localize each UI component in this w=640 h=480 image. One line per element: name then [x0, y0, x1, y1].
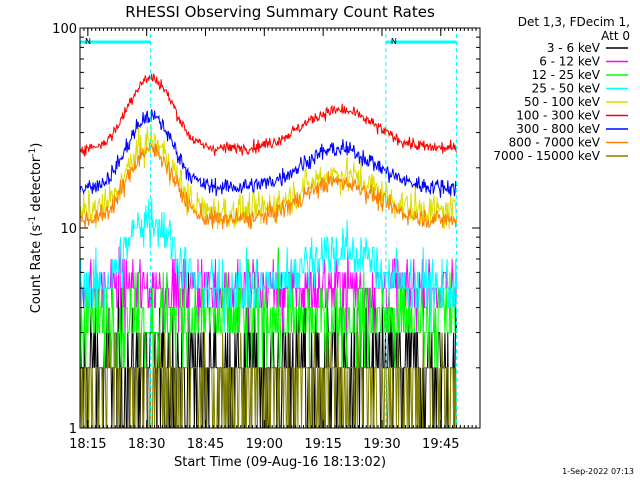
legend-label: 300 - 800 keV [516, 122, 600, 136]
axes: 1 10 100 18:15 18:30 18:45 19:00 19:15 19:30 19:4… [52, 22, 481, 452]
y-tick-label: 1 [69, 422, 77, 437]
footer-timestamp: 1-Sep-2022 07:13 [562, 467, 634, 476]
y-tick-label: 100 [52, 22, 77, 37]
x-tick-label: 19:00 [246, 437, 283, 452]
legend-label: 7000 - 15000 keV [493, 149, 600, 163]
legend-label: 3 - 6 keV [547, 41, 601, 55]
x-tick-label: 18:45 [187, 437, 224, 452]
y-tick-label: 10 [60, 222, 77, 237]
x-tick-label: 18:30 [128, 437, 165, 452]
y-axis-label: Count Rate (s-1 detector-1) [28, 143, 44, 314]
legend-header: Att 0 [601, 29, 630, 43]
legend-label: 800 - 7000 keV [509, 136, 601, 150]
series-line [79, 109, 457, 198]
x-tick-label: 18:15 [69, 437, 106, 452]
legend-label: 6 - 12 keV [539, 55, 601, 69]
night-marker-label: N [85, 37, 91, 46]
series-line [79, 142, 457, 230]
x-tick-label: 19:45 [422, 437, 459, 452]
legend-label: 25 - 50 keV [532, 82, 601, 96]
legend-label: 12 - 25 keV [532, 68, 601, 82]
series-line [79, 73, 457, 157]
x-tick-label: 19:15 [304, 437, 341, 452]
legend-label: 100 - 300 keV [516, 109, 600, 123]
series-line [79, 198, 457, 333]
x-tick-label: 19:30 [363, 437, 400, 452]
series-line [79, 247, 457, 369]
chart-title: RHESSI Observing Summary Count Rates [125, 3, 435, 21]
x-axis-label: Start Time (09-Aug-16 18:13:02) [174, 455, 386, 470]
series-layer [79, 73, 457, 429]
night-marker-label: N [391, 37, 397, 46]
legend-label: 50 - 100 keV [524, 95, 601, 109]
legend-header: Det 1,3, FDecim 1, [518, 15, 630, 29]
